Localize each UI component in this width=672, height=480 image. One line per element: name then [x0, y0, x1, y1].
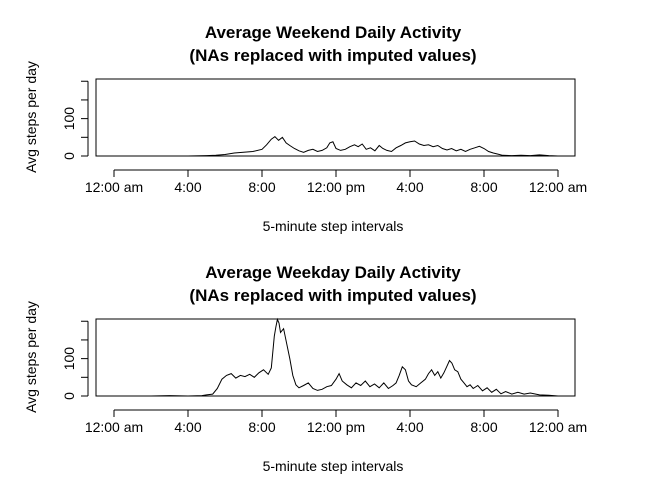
x-tick-label: 12:00 am [529, 179, 587, 195]
chart-subtitle: (NAs replaced with imputed values) [189, 46, 476, 65]
y-axis: 0 100 [61, 80, 89, 160]
chart-title: Average Weekend Daily Activity [205, 23, 462, 42]
x-tick-label: 12:00 pm [307, 419, 365, 435]
x-tick-label: 4:00 [174, 419, 201, 435]
weekend-activity-chart: Average Weekend Daily Activity (NAs repl… [23, 23, 587, 234]
x-tick-label: 4:00 [396, 419, 423, 435]
series-line [114, 135, 559, 157]
series-layer [114, 135, 559, 157]
y-tick-label: 0 [61, 392, 77, 400]
weekday-activity-chart: Average Weekday Daily Activity (NAs repl… [23, 263, 587, 474]
x-tick-label: 4:00 [396, 179, 423, 195]
x-tick-label: 12:00 pm [307, 179, 365, 195]
y-tick-label: 100 [61, 107, 77, 131]
series-layer [114, 317, 559, 397]
x-axis: 12:00 am 4:00 8:00 12:00 pm 4:00 8:00 12:00 am [85, 169, 587, 195]
x-tick-label: 12:00 am [85, 419, 143, 435]
y-tick-label: 0 [61, 152, 77, 160]
y-tick-label: 100 [61, 347, 77, 371]
y-axis: 0 100 [61, 320, 89, 400]
chart-title: Average Weekday Daily Activity [205, 263, 461, 282]
x-tick-label: 8:00 [470, 179, 497, 195]
x-tick-label: 4:00 [174, 179, 201, 195]
x-axis-label: 5-minute step intervals [263, 458, 404, 474]
x-axis-label: 5-minute step intervals [263, 218, 404, 234]
x-tick-label: 8:00 [248, 419, 275, 435]
series-line [114, 317, 559, 397]
plot-frame [95, 78, 576, 157]
y-axis-label: Avg steps per day [23, 61, 39, 173]
plot-frame [95, 318, 576, 397]
x-tick-label: 8:00 [248, 179, 275, 195]
x-axis: 12:00 am 4:00 8:00 12:00 pm 4:00 8:00 12:00 am [85, 409, 587, 435]
y-axis-label: Avg steps per day [23, 301, 39, 413]
x-tick-label: 12:00 am [85, 179, 143, 195]
chart-subtitle: (NAs replaced with imputed values) [189, 286, 476, 305]
x-tick-label: 8:00 [470, 419, 497, 435]
x-tick-label: 12:00 am [529, 419, 587, 435]
